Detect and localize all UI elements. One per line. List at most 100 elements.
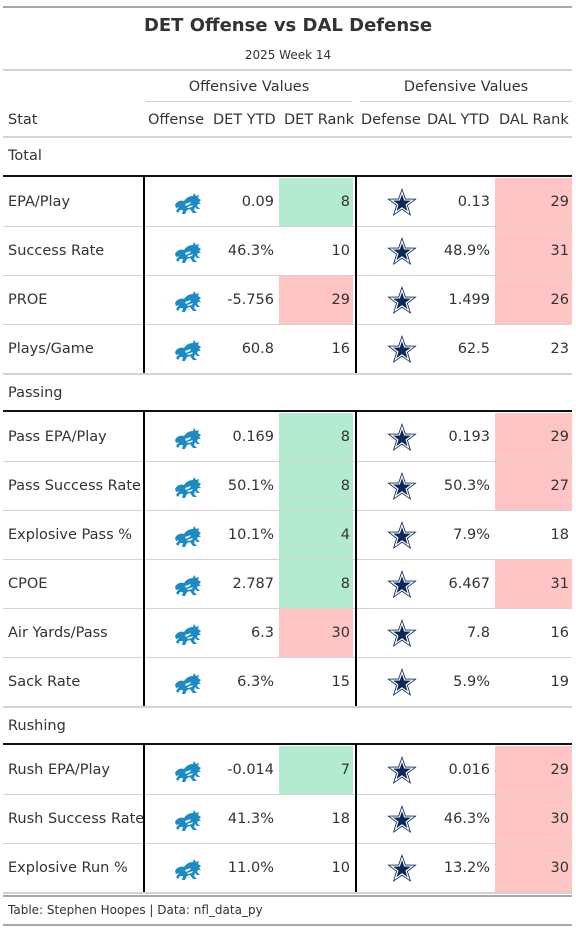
row-divider	[3, 608, 572, 609]
det-rank-value: 8	[340, 194, 350, 210]
det-rank-highlight	[279, 746, 353, 794]
det-rank-value: 10	[331, 860, 350, 876]
det-rank-value: 18	[331, 811, 350, 827]
row-group-label: Total	[8, 148, 42, 164]
dallas-cowboys-star-icon	[387, 520, 417, 551]
dal-ytd-value: 7.9%	[453, 527, 490, 543]
row-divider	[3, 559, 572, 560]
detroit-lions-logo-icon	[173, 619, 203, 649]
det-ytd-value: 2.787	[232, 576, 274, 592]
table-row: CPOE 2.787 8 6.467 31	[3, 560, 572, 609]
dal-rank-value: 26	[550, 292, 569, 308]
det-rank-highlight	[279, 560, 353, 608]
dal-ytd-value: 0.016	[448, 762, 490, 778]
det-ytd-value: 41.3%	[227, 811, 274, 827]
det-rank-value: 29	[331, 292, 350, 308]
detroit-lions-logo-icon	[173, 805, 203, 835]
table-row: Explosive Run % 11.0% 10 13.2% 30	[3, 844, 572, 894]
dallas-cowboys-star-icon	[387, 285, 417, 316]
dal-ytd-value: 48.9%	[443, 243, 490, 259]
dal-ytd-value: 7.8	[466, 625, 490, 641]
table-row: Sack Rate 6.3% 15 5.9% 19	[3, 658, 572, 708]
det-ytd-value: 11.0%	[227, 860, 274, 876]
det-rank-value: 7	[340, 762, 350, 778]
dal-ytd-value: 62.5	[457, 341, 490, 357]
dal-rank-highlight	[495, 413, 572, 461]
table-bottom-border	[3, 895, 572, 897]
defense-column-divider	[355, 411, 357, 706]
table-row: Air Yards/Pass 6.3 30 7.8 16	[3, 609, 572, 658]
column-header-det-rank: DET Rank	[284, 112, 355, 128]
row-divider	[3, 226, 572, 227]
row-divider	[3, 794, 572, 795]
dallas-cowboys-star-icon	[387, 471, 417, 502]
dal-rank-highlight	[495, 227, 572, 275]
det-rank-highlight	[279, 178, 353, 226]
column-header-dal-rank: DAL Rank	[499, 112, 569, 128]
table-row: Explosive Pass % 10.1% 4 7.9% 18	[3, 511, 572, 560]
dal-ytd-value: 5.9%	[453, 674, 490, 690]
det-ytd-value: 0.169	[232, 429, 274, 445]
column-header-stat: Stat	[8, 112, 38, 128]
dal-rank-value: 16	[550, 625, 569, 641]
det-ytd-value: 10.1%	[227, 527, 274, 543]
dal-rank-value: 29	[550, 194, 569, 210]
dal-rank-highlight	[495, 178, 572, 226]
dallas-cowboys-star-icon	[387, 187, 417, 218]
dal-rank-highlight	[495, 276, 572, 324]
det-rank-highlight	[279, 462, 353, 510]
table-row: Plays/Game 60.8 16 62.5 23	[3, 325, 572, 375]
detroit-lions-logo-icon	[173, 756, 203, 786]
stat-name: Air Yards/Pass	[8, 625, 108, 641]
column-header-defense: Defense	[361, 112, 421, 128]
dallas-cowboys-star-icon	[387, 569, 417, 600]
dal-rank-highlight	[495, 844, 572, 892]
det-rank-value: 8	[340, 429, 350, 445]
row-divider	[3, 510, 572, 511]
row-divider	[3, 657, 572, 658]
offense-column-divider	[143, 176, 145, 373]
dal-ytd-value: 0.193	[448, 429, 490, 445]
row-group-divider	[3, 175, 572, 177]
dal-rank-value: 29	[550, 762, 569, 778]
row-divider	[3, 843, 572, 844]
table-row: EPA/Play 0.09 8 0.13 29	[3, 178, 572, 227]
detroit-lions-logo-icon	[173, 335, 203, 365]
stat-name: Sack Rate	[8, 674, 81, 690]
stat-name: EPA/Play	[8, 194, 71, 210]
dal-ytd-value: 0.13	[457, 194, 490, 210]
det-ytd-value: 0.09	[241, 194, 274, 210]
offense-column-divider	[143, 744, 145, 892]
detroit-lions-logo-icon	[173, 188, 203, 218]
dal-rank-highlight	[495, 746, 572, 794]
det-ytd-value: 6.3	[250, 625, 274, 641]
dal-rank-value: 31	[550, 576, 569, 592]
det-ytd-value: -0.014	[227, 762, 274, 778]
offense-column-divider	[143, 411, 145, 706]
dal-rank-value: 23	[550, 341, 569, 357]
dal-rank-highlight	[495, 795, 572, 843]
det-ytd-value: 60.8	[241, 341, 274, 357]
detroit-lions-logo-icon	[173, 521, 203, 551]
row-divider	[3, 706, 572, 708]
dallas-cowboys-star-icon	[387, 422, 417, 453]
detroit-lions-logo-icon	[173, 423, 203, 453]
stat-name: CPOE	[8, 576, 48, 592]
row-group-label: Rushing	[8, 718, 66, 734]
row-divider	[3, 275, 572, 276]
dal-ytd-value: 50.3%	[443, 478, 490, 494]
offensive-spanner-line	[146, 101, 352, 102]
det-rank-value: 8	[340, 478, 350, 494]
dal-rank-value: 19	[550, 674, 569, 690]
dal-rank-value: 30	[550, 811, 569, 827]
row-divider	[3, 373, 572, 375]
dallas-cowboys-star-icon	[387, 667, 417, 698]
stat-name: Pass EPA/Play	[8, 429, 107, 445]
dal-rank-value: 31	[550, 243, 569, 259]
row-divider	[3, 892, 572, 894]
dal-ytd-value: 1.499	[448, 292, 490, 308]
dallas-cowboys-star-icon	[387, 804, 417, 835]
det-rank-value: 4	[340, 527, 350, 543]
row-group-divider	[3, 410, 572, 412]
